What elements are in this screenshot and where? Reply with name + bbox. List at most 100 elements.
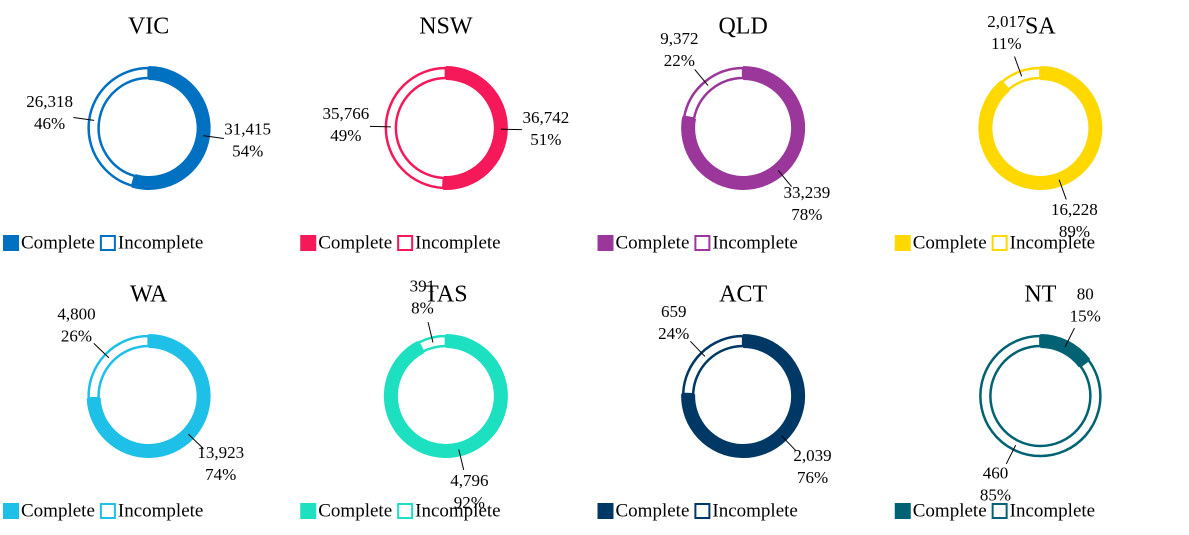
donut-segment bbox=[682, 66, 745, 121]
donut-segment bbox=[1040, 334, 1091, 368]
data-label: 4,800 bbox=[57, 305, 95, 324]
legend-label: Incomplete bbox=[1010, 500, 1095, 521]
legend-swatch bbox=[991, 235, 1008, 251]
leader-line bbox=[1058, 179, 1067, 200]
legend-label: Incomplete bbox=[118, 500, 203, 521]
donut-chart: NSW 36,742 51% 35,766 49% Complete Incomplete bbox=[300, 14, 569, 253]
leader-line bbox=[690, 340, 706, 357]
donut-segment bbox=[681, 334, 806, 458]
donut-segment bbox=[383, 334, 508, 458]
data-label: 659 bbox=[661, 302, 687, 321]
donut-segment bbox=[87, 66, 150, 188]
legend-swatch bbox=[694, 503, 711, 519]
legend-label: Complete bbox=[318, 232, 392, 253]
chart-title: ACT bbox=[719, 282, 767, 308]
data-label: 460 bbox=[983, 463, 1009, 482]
data-label: 16,228 bbox=[1051, 200, 1098, 219]
legend-swatch bbox=[99, 503, 116, 519]
donut-segment bbox=[86, 334, 211, 458]
legend-label: Incomplete bbox=[712, 232, 797, 253]
donut-chart: SA 16,228 89% 2,017 11% Complete Incomplete bbox=[894, 12, 1103, 253]
donut-segment bbox=[131, 66, 211, 190]
legend-label: Incomplete bbox=[415, 500, 500, 521]
leader-line bbox=[458, 449, 465, 470]
legend-label: Complete bbox=[318, 500, 392, 521]
donut-segment bbox=[1000, 66, 1042, 92]
legend-swatch bbox=[597, 503, 614, 519]
legend-swatch bbox=[597, 235, 614, 251]
legend-swatch bbox=[397, 235, 414, 251]
legend-swatch bbox=[694, 235, 711, 251]
leader-line bbox=[93, 342, 110, 359]
legend-label: Complete bbox=[913, 500, 987, 521]
legend-label: Incomplete bbox=[1010, 232, 1095, 253]
donut-chart: ACT 2,039 76% 659 24% Complete Incomplete bbox=[597, 282, 832, 521]
donut-segment bbox=[443, 66, 508, 190]
donut-chart: TAS 4,796 92% 391 8% Complete Incomplete bbox=[300, 277, 508, 521]
legend-swatch bbox=[991, 503, 1008, 519]
legend-swatch bbox=[397, 503, 414, 519]
legend-label: Incomplete bbox=[415, 232, 500, 253]
legend-swatch bbox=[894, 235, 911, 251]
percent-label: 92% bbox=[454, 493, 485, 512]
percent-label: 74% bbox=[205, 465, 236, 484]
data-label: 80 bbox=[1077, 285, 1094, 304]
percent-label: 49% bbox=[330, 126, 361, 145]
legend-swatch bbox=[300, 503, 317, 519]
legend-swatch bbox=[3, 503, 19, 519]
leader-line bbox=[73, 116, 95, 121]
donut-segment bbox=[416, 334, 448, 354]
percent-label: 54% bbox=[232, 142, 263, 161]
leader-line bbox=[777, 170, 792, 187]
chart-title: SA bbox=[1025, 14, 1056, 40]
donut-chart: QLD 33,239 78% 9,372 22% Complete Incomplete bbox=[597, 14, 830, 253]
leader-line bbox=[780, 435, 797, 452]
percent-label: 26% bbox=[61, 327, 92, 346]
legend-swatch bbox=[99, 235, 116, 251]
percent-label: 22% bbox=[664, 51, 695, 70]
legend-swatch bbox=[3, 235, 19, 251]
chart-title: QLD bbox=[718, 14, 767, 40]
percent-label: 85% bbox=[980, 485, 1011, 504]
legend-swatch bbox=[300, 235, 317, 251]
data-label: 2,017 bbox=[987, 12, 1026, 31]
percent-label: 8% bbox=[411, 299, 434, 318]
legend-label: Incomplete bbox=[712, 500, 797, 521]
leader-line bbox=[203, 135, 224, 140]
data-label: 31,415 bbox=[224, 120, 271, 139]
legend-label: Complete bbox=[913, 232, 987, 253]
percent-label: 46% bbox=[34, 114, 65, 133]
leader-line bbox=[1005, 444, 1017, 465]
percent-label: 78% bbox=[791, 205, 822, 224]
donut-segment bbox=[979, 334, 1102, 458]
donut-chart: WA 13,923 74% 4,800 26% Complete Incomplete bbox=[3, 282, 244, 521]
leader-line bbox=[187, 433, 204, 450]
legend-label: Complete bbox=[616, 500, 690, 521]
leader-line bbox=[427, 322, 434, 343]
percent-label: 15% bbox=[1070, 307, 1101, 326]
donut-segment bbox=[87, 334, 150, 400]
donut-segment bbox=[681, 66, 806, 191]
data-label: 2,039 bbox=[793, 446, 831, 465]
data-label: 26,318 bbox=[26, 92, 73, 111]
leader-line bbox=[694, 69, 709, 86]
legend-label: Incomplete bbox=[118, 232, 203, 253]
data-label: 391 bbox=[410, 277, 436, 296]
leader-line bbox=[1064, 327, 1075, 348]
data-label: 4,796 bbox=[450, 471, 488, 490]
legend-label: Complete bbox=[21, 500, 95, 521]
donut-chart: VIC 31,415 54% 26,318 46% Complete Incomplete bbox=[3, 14, 271, 253]
donut-segment bbox=[978, 66, 1103, 190]
donut-segment bbox=[681, 334, 745, 396]
percent-label: 76% bbox=[797, 468, 828, 487]
data-label: 35,766 bbox=[323, 104, 370, 123]
percent-label: 11% bbox=[991, 34, 1022, 53]
chart-title: WA bbox=[130, 282, 168, 308]
legend-label: Complete bbox=[21, 232, 95, 253]
chart-title: TAS bbox=[424, 282, 467, 308]
percent-label: 89% bbox=[1059, 222, 1090, 241]
legend-swatch bbox=[894, 503, 911, 519]
percent-label: 51% bbox=[530, 130, 561, 149]
data-label: 13,923 bbox=[197, 443, 244, 462]
